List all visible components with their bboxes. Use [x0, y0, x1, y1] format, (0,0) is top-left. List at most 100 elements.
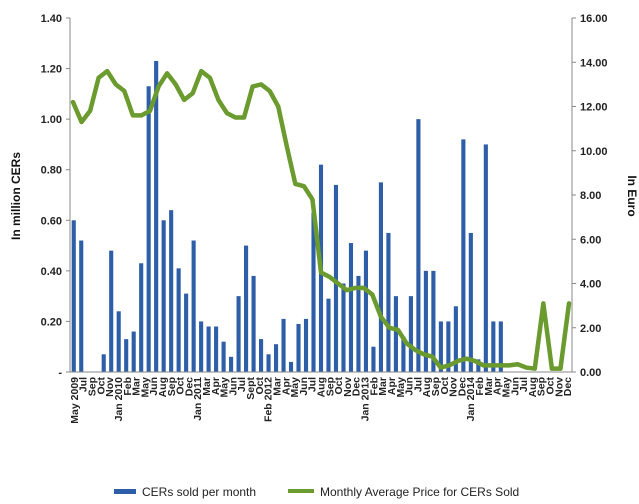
x-tick-label: Apr	[492, 377, 504, 395]
x-tick-label: Jul	[236, 377, 248, 392]
bar	[363, 250, 369, 372]
x-tick-label: May	[500, 377, 512, 398]
bar	[386, 232, 391, 372]
price-line	[70, 68, 572, 371]
bar	[288, 361, 294, 372]
x-tick-label: Mar	[201, 377, 213, 396]
x-tick-label: Oct	[254, 377, 266, 395]
right-tick-label: 8.00	[580, 190, 601, 202]
x-tick-label: Jan 2011	[192, 377, 204, 421]
bar	[461, 139, 466, 372]
bar-series	[71, 60, 503, 373]
bar	[491, 321, 496, 372]
right-tick-label: 16.00	[580, 13, 608, 25]
bar	[266, 354, 271, 372]
bar	[176, 268, 181, 372]
bar	[191, 240, 196, 372]
x-tick-label: Sep	[166, 377, 178, 396]
bar	[296, 323, 301, 372]
x-tick-label: Sep	[430, 377, 442, 396]
bar	[229, 356, 234, 372]
x-tick-label: Feb	[368, 377, 380, 396]
bar	[131, 331, 136, 372]
bar	[468, 232, 473, 372]
bar	[184, 293, 189, 372]
bar	[393, 296, 398, 372]
bar	[303, 318, 309, 372]
bar	[273, 344, 279, 372]
x-tick-label: Aug	[527, 377, 539, 397]
x-tick-label: Dec	[456, 377, 468, 396]
bar	[423, 270, 428, 372]
bar	[333, 184, 339, 372]
x-tick-label: Sept	[245, 377, 257, 400]
bar	[116, 311, 121, 372]
x-tick-label: Jun	[404, 377, 416, 396]
bar	[378, 182, 383, 372]
x-tick-label: Dec	[183, 377, 195, 396]
x-tick-label: May	[219, 377, 231, 398]
x-tick-label: Apr	[210, 377, 222, 395]
x-tick-label: Aug	[316, 377, 328, 397]
right-tick-label: 4.00	[580, 279, 601, 291]
x-tick-label: Apr	[280, 377, 292, 395]
bar	[154, 60, 159, 373]
legend: CERs sold per month Monthly Average Pric…	[114, 485, 519, 499]
bar	[124, 339, 129, 372]
x-tick-label: Sep	[87, 377, 99, 396]
bar	[214, 326, 219, 372]
bar	[71, 220, 76, 372]
bar	[161, 220, 166, 372]
x-tick-label: Jan 2010	[113, 377, 125, 422]
x-tick-label: Nov	[104, 377, 116, 397]
bar	[326, 298, 331, 372]
right-tick-label: 14.00	[580, 57, 608, 69]
bar	[244, 245, 249, 372]
x-tick-label: Mar	[271, 377, 283, 396]
bar	[251, 275, 256, 372]
x-tick-label: Dec	[562, 377, 574, 396]
x-tick-label: May	[395, 377, 407, 398]
bar	[341, 283, 346, 372]
x-tick-label: Nov	[553, 377, 565, 397]
x-tick-label: May	[289, 377, 301, 398]
left-axis-ticks: - 0.20 0.40 0.60 0.80 1.00 1.20 1.40	[41, 13, 70, 379]
left-tick-label: 0.60	[41, 215, 62, 227]
line-series	[70, 68, 572, 371]
legend-label-bars: CERs sold per month	[142, 485, 256, 499]
x-tick-label: Jun	[227, 377, 239, 396]
x-tick-label: Jul	[412, 377, 424, 392]
left-tick-label: 1.20	[41, 64, 62, 76]
left-tick-label: 1.40	[41, 13, 62, 25]
x-tick-label: Jun	[509, 377, 521, 396]
x-tick-label: Jul	[518, 377, 530, 392]
right-tick-label: 12.00	[580, 102, 608, 114]
bar	[79, 240, 84, 372]
bar	[109, 250, 114, 372]
x-tick-label: Mar	[483, 377, 495, 396]
x-tick-label: Jul	[307, 377, 319, 392]
x-tick-label: Aug	[157, 377, 169, 397]
bar	[199, 321, 204, 372]
x-tick-label: May 2009	[69, 377, 81, 424]
left-tick-label: 1.00	[41, 114, 62, 126]
bar	[453, 306, 458, 372]
x-tick-label: Jul	[78, 377, 90, 392]
x-tick-label: Nov	[448, 377, 460, 397]
x-tick-label: Feb 2012	[263, 377, 275, 422]
x-tick-label: Oct	[544, 377, 556, 395]
legend-swatch-bars	[114, 489, 136, 494]
bar	[483, 144, 488, 372]
x-tick-label: Feb	[474, 377, 486, 396]
bar	[371, 346, 376, 372]
x-tick-label: Apr	[386, 377, 398, 395]
x-tick-label: Jan 2013	[360, 377, 372, 422]
x-tick-label: Oct	[333, 377, 345, 395]
x-tick-label: Mar	[131, 377, 143, 396]
left-tick-label: -	[58, 367, 62, 379]
bar	[311, 212, 316, 372]
x-tick-label: Dec	[351, 377, 363, 396]
